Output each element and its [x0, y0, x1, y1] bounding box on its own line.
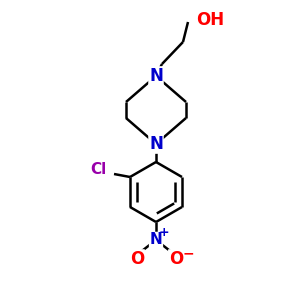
- Text: N: N: [149, 67, 163, 85]
- Text: OH: OH: [196, 11, 224, 29]
- Text: +: +: [159, 226, 169, 239]
- Text: −: −: [182, 246, 194, 260]
- Text: Cl: Cl: [90, 161, 106, 176]
- Text: O: O: [169, 250, 183, 268]
- Text: O: O: [130, 250, 144, 268]
- Text: N: N: [150, 232, 162, 247]
- Text: N: N: [149, 135, 163, 153]
